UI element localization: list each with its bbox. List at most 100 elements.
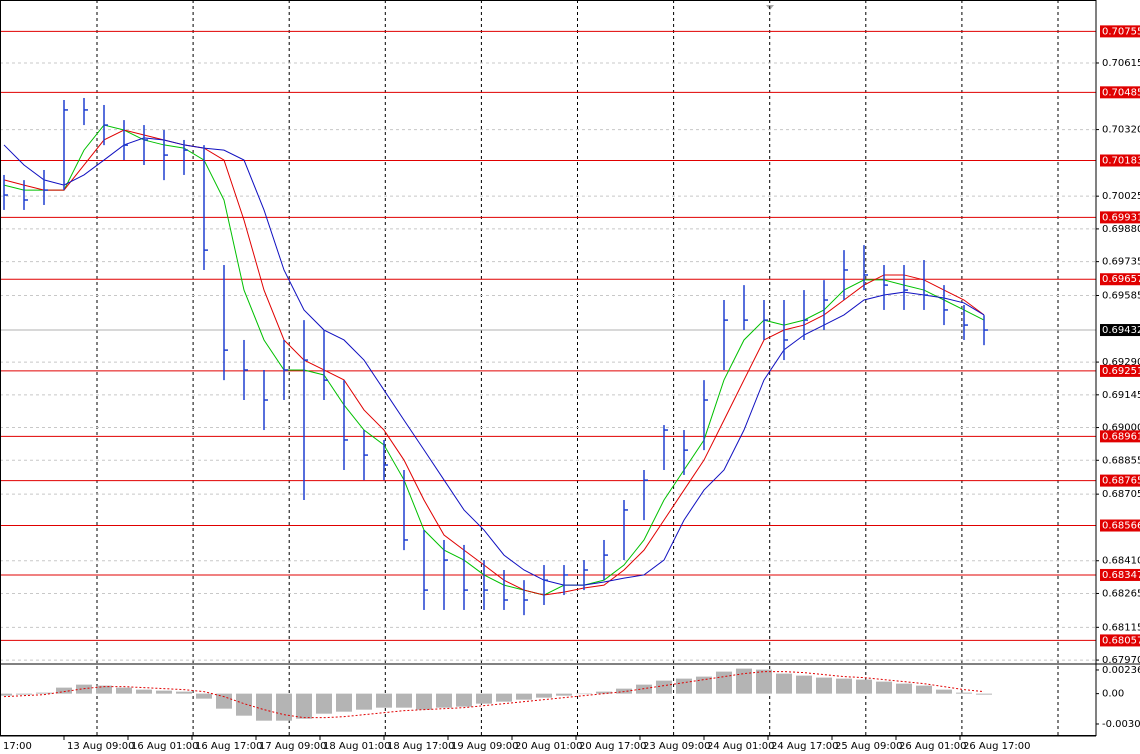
macd-histogram-bar	[116, 687, 132, 694]
x-tick-label: 20 Aug 17:00	[579, 741, 646, 752]
x-tick-label: 16 Aug 17:00	[195, 741, 262, 752]
macd-y-tick-label: 0.00	[1102, 689, 1124, 700]
macd-histogram-bar	[416, 693, 432, 710]
macd-histogram-bar	[916, 685, 932, 694]
y-tick-label: 0.67970	[1102, 655, 1140, 666]
macd-histogram-bar	[136, 689, 152, 694]
x-tick-label: 18 Aug 17:00	[387, 741, 454, 752]
macd-histogram-bar	[496, 693, 512, 702]
x-tick-label: 18 Aug 01:00	[323, 741, 390, 752]
level-label-box	[1100, 568, 1140, 581]
macd-histogram-bar	[476, 693, 492, 704]
macd-histogram-bar	[176, 691, 192, 694]
macd-histogram-bar	[536, 693, 552, 698]
macd-histogram-bar	[296, 693, 312, 719]
level-label: 0.68765	[1102, 476, 1140, 487]
x-tick-label: 19 Aug 09:00	[451, 741, 518, 752]
macd-histogram-bar	[596, 691, 612, 694]
macd-histogram-bar	[896, 683, 912, 694]
macd-histogram-bar	[376, 693, 392, 708]
x-tick-label: 20 Aug 01:00	[515, 741, 582, 752]
level-label-box	[1100, 25, 1140, 38]
macd-histogram-bar	[56, 687, 72, 694]
moving-average	[3, 124, 985, 596]
y-tick-label: 0.70025	[1102, 191, 1140, 202]
macd-histogram-bar	[716, 671, 732, 694]
level-label: 0.68347	[1102, 570, 1140, 581]
x-tick-label: 24 Aug 17:00	[771, 741, 838, 752]
macd-histogram-bar	[816, 677, 832, 694]
macd-y-tick-label: 0.002364	[1102, 665, 1140, 676]
macd-histogram-bar	[756, 669, 772, 694]
macd-histogram-bar	[316, 693, 332, 714]
level-label: 0.70485	[1102, 87, 1140, 98]
x-tick-label: 17:00	[3, 741, 32, 752]
last-price-label: 0.69432	[1102, 325, 1140, 336]
level-label: 0.69657	[1102, 274, 1140, 285]
level-label-box	[1100, 474, 1140, 487]
level-label-box	[1100, 519, 1140, 532]
macd-histogram-bar	[96, 685, 112, 694]
macd-histogram-bar	[16, 693, 32, 695]
y-tick-label: 0.68115	[1102, 622, 1140, 633]
macd-histogram-bar	[256, 693, 272, 721]
moving-average	[3, 137, 985, 586]
macd-histogram-bar	[0, 693, 12, 696]
macd-histogram-bar	[196, 693, 212, 699]
macd-histogram-bar	[656, 680, 672, 694]
macd-histogram-bar	[876, 681, 892, 694]
level-label-box	[1100, 211, 1140, 224]
y-tick-label: 0.70320	[1102, 125, 1140, 136]
macd-histogram-bar	[356, 693, 372, 710]
macd-histogram-bar	[576, 693, 592, 695]
level-label: 0.70755	[1102, 26, 1140, 37]
x-tick-label: 13 Aug 09:00	[67, 741, 134, 752]
level-label-box	[1100, 430, 1140, 443]
macd-histogram-bar	[956, 692, 972, 694]
macd-histogram-bar	[936, 689, 952, 694]
level-label-box	[1100, 154, 1140, 167]
macd-histogram-bar	[336, 693, 352, 712]
x-tick-label: 26 Aug 01:00	[899, 741, 966, 752]
macd-histogram-bar	[396, 693, 412, 708]
macd-histogram-bar	[516, 693, 532, 700]
y-tick-label: 0.69145	[1102, 390, 1140, 401]
level-label: 0.69251	[1102, 366, 1140, 377]
level-label-box	[1100, 273, 1140, 286]
x-tick-label: 26 Aug 17:00	[963, 741, 1030, 752]
level-label: 0.68057	[1102, 635, 1140, 646]
macd-y-tick-label: -0.00303	[1102, 719, 1140, 730]
x-tick-label: 24 Aug 01:00	[707, 741, 774, 752]
macd-histogram-bar	[556, 693, 572, 696]
level-label-box	[1100, 86, 1140, 99]
macd-histogram-bar	[776, 673, 792, 694]
x-tick-label: 25 Aug 09:00	[835, 741, 902, 752]
macd-histogram-bar	[836, 678, 852, 694]
macd-histogram-bar	[736, 668, 752, 694]
y-tick-label: 0.69000	[1102, 423, 1140, 434]
y-tick-label: 0.69735	[1102, 257, 1140, 268]
macd-histogram-bar	[796, 675, 812, 694]
y-tick-label: 0.68705	[1102, 489, 1140, 500]
level-label-box	[1100, 634, 1140, 647]
x-tick-label: 16 Aug 01:00	[131, 741, 198, 752]
y-tick-label: 0.69290	[1102, 357, 1140, 368]
macd-histogram-bar	[156, 690, 172, 694]
macd-histogram-bar	[676, 678, 692, 694]
macd-histogram-bar	[276, 693, 292, 721]
macd-histogram-bar	[216, 693, 232, 709]
y-tick-label: 0.70615	[1102, 58, 1140, 69]
level-label: 0.68961	[1102, 431, 1140, 442]
macd-histogram-bar	[976, 693, 992, 695]
macd-histogram-bar	[436, 693, 452, 708]
y-tick-label: 0.69585	[1102, 290, 1140, 301]
x-tick-label: 17 Aug 09:00	[259, 741, 326, 752]
level-label: 0.69931	[1102, 212, 1140, 223]
y-tick-label: 0.68265	[1102, 588, 1140, 599]
y-tick-label: 0.68855	[1102, 455, 1140, 466]
macd-histogram-bar	[696, 676, 712, 694]
macd-histogram-bar	[36, 692, 52, 694]
level-label-box	[1100, 364, 1140, 377]
macd-histogram-bar	[856, 679, 872, 694]
